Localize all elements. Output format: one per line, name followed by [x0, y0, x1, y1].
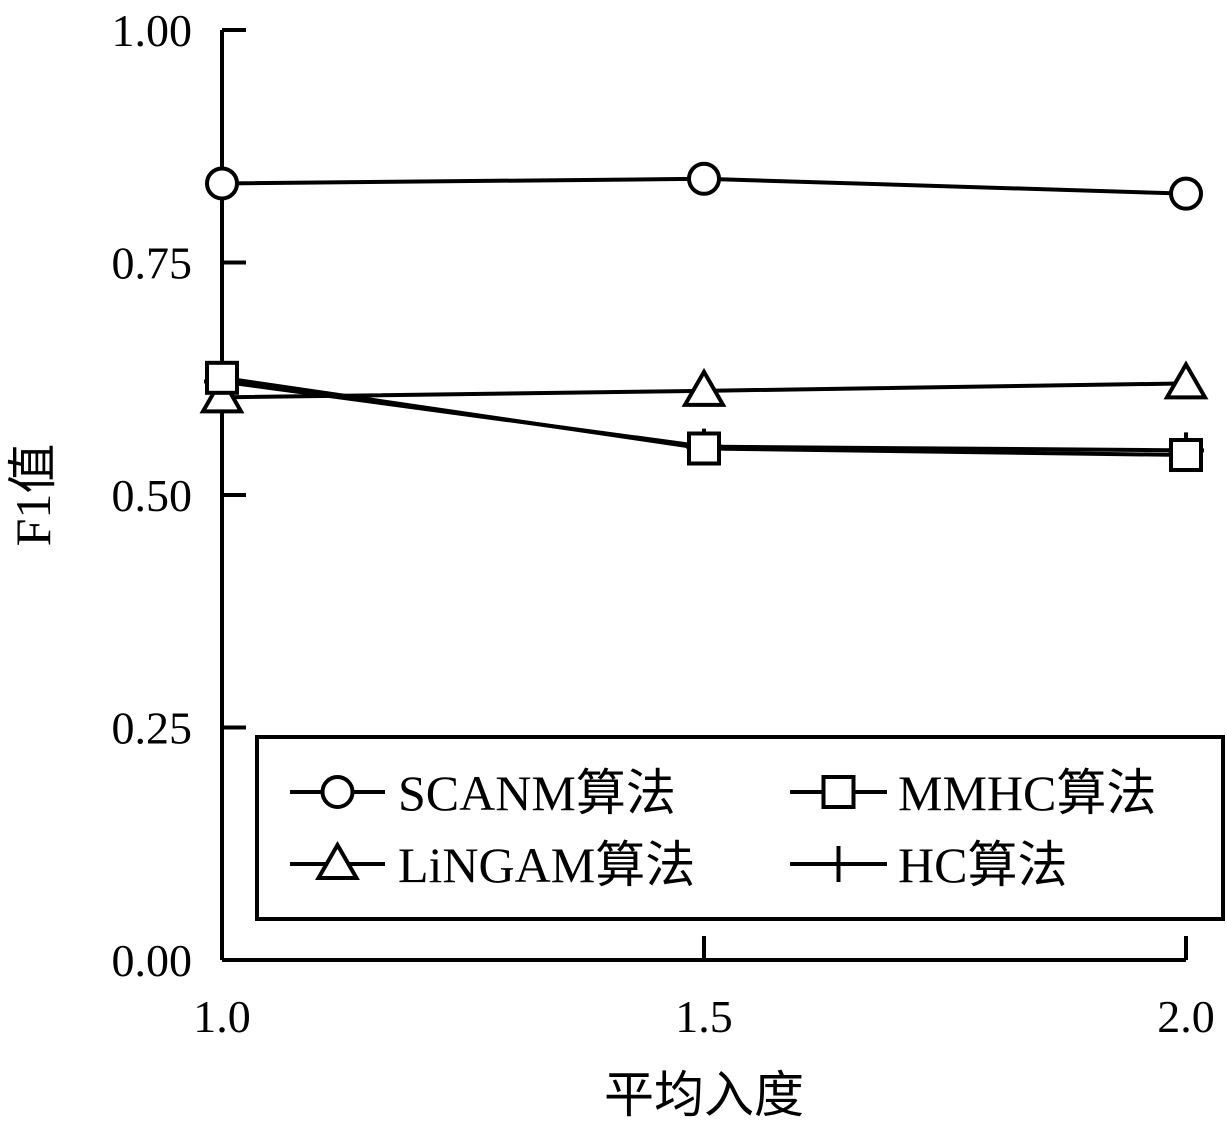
legend-box: [255, 735, 1225, 921]
data-point-square: [1169, 438, 1203, 473]
x-tick-label: 1.0: [193, 991, 251, 1042]
y-tick-label: 0.50: [112, 470, 193, 521]
y-tick-label: 1.00: [112, 5, 193, 56]
data-point-square: [687, 431, 721, 466]
legend-marker-circle: [320, 775, 355, 809]
data-point-circle: [1169, 176, 1203, 211]
legend-label: MMHC算法: [898, 765, 1156, 821]
legend-label: HC算法: [898, 837, 1067, 893]
legend-marker-square: [821, 775, 856, 809]
x-tick-label: 1.5: [675, 991, 733, 1042]
axes: 0.00 0.25 0.50 0.75 1.00 1.0 1.5 2.0 平均入度 F1值: [5, 5, 1215, 1123]
data-point-triangle: [681, 367, 727, 407]
legend-label: LiNGAM算法: [398, 837, 695, 893]
y-axis-title: F1值: [5, 444, 61, 547]
data-point-triangle: [1163, 360, 1209, 400]
data-point-circle: [205, 166, 239, 201]
data-point-circle: [687, 161, 721, 196]
legend-marker-plus: [820, 846, 857, 882]
y-tick-label: 0.75: [112, 238, 193, 289]
series-layer: [199, 161, 1209, 473]
y-tick-label: 0.00: [112, 935, 193, 986]
data-point-triangle: [199, 374, 245, 414]
legend-label: SCANM算法: [398, 765, 676, 821]
x-tick-label: 2.0: [1157, 991, 1215, 1042]
legend-marker-triangle: [315, 840, 360, 880]
y-tick-label: 0.25: [112, 703, 193, 754]
x-axis-title: 平均入度: [604, 1067, 804, 1123]
data-point-square: [205, 360, 239, 395]
legend: SCANM算法 MMHC算法 LiNGAM算法 HC算法: [255, 735, 1225, 921]
